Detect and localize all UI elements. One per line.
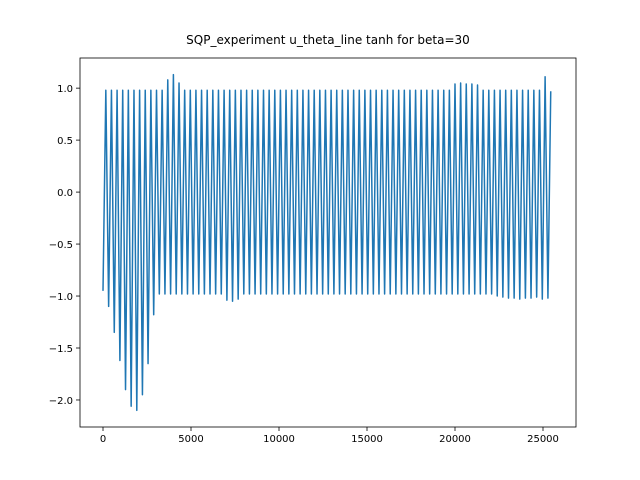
- x-tick-label: 10000: [263, 434, 295, 445]
- chart-title: SQP_experiment u_theta_line tanh for bet…: [186, 33, 470, 47]
- x-tick-label: 25000: [527, 434, 559, 445]
- y-tick-label: 0.5: [57, 136, 73, 147]
- y-tick-label: −2.0: [49, 396, 73, 407]
- y-tick-label: 1.0: [57, 84, 73, 95]
- line-series: [102, 73, 552, 412]
- y-tick-label: −1.0: [49, 292, 73, 303]
- x-tick-label: 15000: [351, 434, 383, 445]
- x-tick-label: 0: [100, 434, 106, 445]
- y-tick-label: 0.0: [57, 188, 73, 199]
- x-tick-label: 5000: [178, 434, 203, 445]
- plot-frame: [79, 57, 577, 428]
- y-tick-label: −0.5: [49, 240, 73, 251]
- y-tick-label: −1.5: [49, 344, 73, 355]
- x-tick-label: 20000: [439, 434, 471, 445]
